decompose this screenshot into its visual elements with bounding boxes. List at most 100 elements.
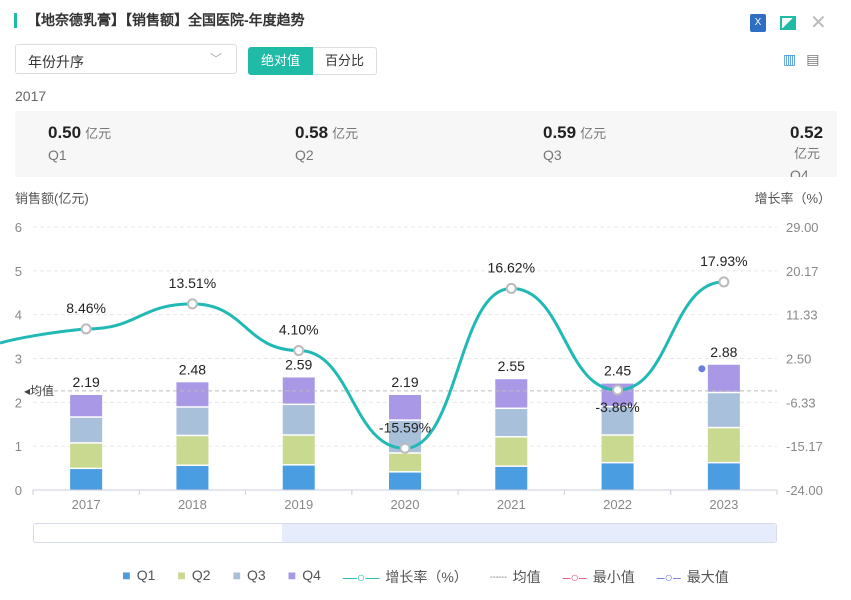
card-unit: 亿元 <box>794 146 821 161</box>
bar-q1 <box>601 463 634 490</box>
absolute-button[interactable]: 绝对值 <box>248 47 314 75</box>
legend-item[interactable]: —○— 增长率（%） <box>343 567 468 587</box>
legend-label: Q1 <box>136 567 156 583</box>
bar-q4 <box>495 379 528 408</box>
summary-card-q1: 0.50 亿元 Q1 <box>48 123 111 163</box>
growth-point <box>612 384 624 396</box>
bar-q2 <box>176 436 209 465</box>
bar-q1 <box>389 472 421 490</box>
growth-label: 4.10% <box>279 322 319 338</box>
card-value: 0.59 <box>543 123 577 142</box>
document-icon[interactable]: ▤ <box>806 51 820 67</box>
card-value: 0.50 <box>48 123 82 142</box>
bar-q1 <box>176 466 209 490</box>
y2-tick-label: 2.50 <box>786 352 811 367</box>
growth-label: -15.59% <box>379 419 431 435</box>
summary-cards: 0.50 亿元 Q1 0.58 亿元 Q2 0.59 亿元 Q3 0.52亿元 Q4 <box>15 111 837 177</box>
close-icon[interactable]: ✕ <box>810 12 827 34</box>
chevron-down-icon: ﹀ <box>209 52 222 66</box>
excel-export-icon[interactable]: X <box>750 13 766 32</box>
chart-title: 【地奈德乳膏】【销售额】全国医院-年度趋势 <box>14 10 305 30</box>
x-tick-label: 2023 <box>709 497 738 512</box>
x-tick-label: 2021 <box>497 497 526 512</box>
x-tick-label: 2017 <box>72 497 101 512</box>
legend-label: 最大值 <box>686 569 729 585</box>
bar-chart-icon[interactable]: ▥ <box>783 51 797 67</box>
legend-item[interactable]: ■ Q4 <box>288 567 321 587</box>
legend-item[interactable]: ┄┄ 均值 <box>490 567 541 587</box>
max-marker <box>698 365 706 373</box>
card-label: Q1 <box>48 147 67 163</box>
x-tick-label: 2019 <box>284 497 313 512</box>
legend-label: 最小值 <box>592 569 635 585</box>
mode-toggle: 绝对值 百分比 <box>248 47 378 75</box>
y-tick-label: 1 <box>15 439 22 454</box>
total-label: 2.48 <box>179 361 206 377</box>
legend-max-icon: –○– <box>656 569 681 585</box>
growth-point <box>80 323 92 335</box>
total-label: 2.45 <box>604 363 631 379</box>
zoom-slider-selection[interactable] <box>282 524 776 542</box>
legend-label: Q3 <box>247 567 266 583</box>
legend-swatch-icon: ■ <box>122 567 131 583</box>
legend-swatch-icon: ■ <box>287 567 297 583</box>
y-tick-label: 2 <box>15 395 22 410</box>
legend-item[interactable]: –○– 最小值 <box>563 567 635 587</box>
legend-label: Q4 <box>302 567 321 583</box>
growth-point <box>505 282 517 294</box>
legend-dash-icon: ┄┄ <box>489 569 507 585</box>
bar-q1 <box>495 466 528 490</box>
legend-item[interactable]: ■ Q2 <box>177 567 210 587</box>
growth-point <box>399 442 411 454</box>
legend-label: 均值 <box>512 569 541 585</box>
y2-axis-label: 增长率（%） <box>754 191 831 206</box>
total-label: 2.59 <box>285 356 312 372</box>
y2-tick-label: 11.33 <box>786 308 818 323</box>
bar-q3 <box>495 409 528 437</box>
bar-q4 <box>70 395 103 417</box>
growth-label: 16.62% <box>488 259 535 275</box>
bar-q3 <box>70 417 103 443</box>
bar-q2 <box>389 453 421 472</box>
y2-tick-label: -6.33 <box>786 395 816 410</box>
bar-q3 <box>176 407 209 435</box>
bar-q1 <box>282 465 315 490</box>
legend: ■ Q1 ■ Q2 ■ Q3 ■ Q4 —○— 增长率（%） ┄┄ 均值 –○– 最小值 –○– 最大值 <box>0 567 851 587</box>
summary-card-q2: 0.58 亿元 Q2 <box>295 123 358 163</box>
bar-q3 <box>707 393 740 427</box>
y2-tick-label: 29.00 <box>786 220 819 235</box>
card-unit: 亿元 <box>580 126 607 141</box>
bar-q1 <box>70 469 103 490</box>
bar-q4 <box>176 382 209 407</box>
legend-item[interactable]: ■ Q1 <box>122 567 155 587</box>
y2-tick-label: 20.17 <box>786 264 819 279</box>
growth-point <box>186 298 198 310</box>
sort-value: 年份升序 <box>28 54 84 70</box>
card-unit: 亿元 <box>332 126 359 141</box>
sort-select[interactable]: 年份升序 ﹀ <box>15 44 237 74</box>
total-label: 2.88 <box>710 344 737 360</box>
y-tick-label: 3 <box>15 352 22 367</box>
total-label: 2.55 <box>498 358 525 374</box>
card-label: Q4 <box>790 167 809 177</box>
bar-q4 <box>389 395 421 420</box>
bar-q3 <box>282 405 315 435</box>
y-tick-label: 0 <box>15 483 22 498</box>
bar-q1 <box>707 463 740 490</box>
bar-q2 <box>282 435 315 465</box>
x-tick-label: 2020 <box>391 497 420 512</box>
bar-q2 <box>495 437 528 466</box>
legend-item[interactable]: ■ Q3 <box>233 567 266 587</box>
growth-label: -3.86% <box>595 399 639 415</box>
legend-line-icon: —○— <box>342 569 380 585</box>
title-text: 【地奈德乳膏】【销售额】全国医院-年度趋势 <box>27 12 305 28</box>
zoom-slider[interactable] <box>33 523 777 543</box>
bar-q2 <box>601 435 634 462</box>
percent-button[interactable]: 百分比 <box>313 47 378 75</box>
image-export-icon[interactable] <box>780 15 796 30</box>
growth-label: 17.93% <box>700 253 747 269</box>
legend-item[interactable]: –○– 最大值 <box>657 567 729 587</box>
card-value: 0.52 <box>790 123 824 142</box>
card-value: 0.58 <box>295 123 329 142</box>
